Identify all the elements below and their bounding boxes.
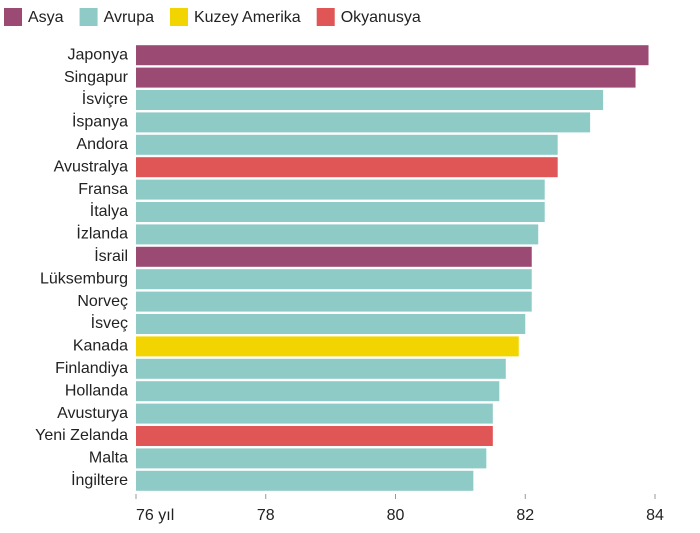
- legend-swatch: [4, 8, 22, 26]
- legend-label: Asya: [28, 9, 64, 26]
- bar: [136, 470, 474, 491]
- y-tick-label: Avusturya: [57, 405, 128, 422]
- y-tick-label: Avustralya: [54, 158, 129, 175]
- y-tick-label: Lüksemburg: [40, 270, 128, 287]
- bar: [136, 112, 591, 133]
- bar: [136, 426, 493, 446]
- y-tick-label: İsrail: [94, 246, 128, 265]
- bar: [136, 246, 532, 267]
- legend-label: Kuzey Amerika: [194, 9, 301, 26]
- y-tick-label: İsveç: [91, 313, 128, 332]
- bar: [136, 403, 493, 424]
- bar: [136, 269, 532, 290]
- legend-label: Okyanusya: [341, 9, 421, 26]
- bar: [136, 381, 500, 402]
- legend-label: Avrupa: [104, 9, 155, 26]
- y-tick-label: İsviçre: [82, 89, 128, 108]
- bar: [136, 90, 604, 110]
- y-tick-label: Japonya: [68, 46, 129, 63]
- y-tick-label: Fransa: [78, 181, 128, 198]
- y-tick-label: İzlanda: [76, 224, 128, 243]
- bar: [136, 291, 532, 312]
- bar: [136, 448, 487, 469]
- y-tick-label: Andora: [76, 136, 128, 153]
- y-tick-label: İngiltere: [71, 470, 128, 489]
- y-tick-label: İspanya: [72, 112, 128, 131]
- legend-swatch: [169, 8, 188, 26]
- x-tick-label: 80: [387, 507, 405, 524]
- legend-swatch: [79, 8, 98, 26]
- x-tick-label: 84: [646, 507, 664, 524]
- y-tick-label: Finlandiya: [55, 360, 128, 377]
- bar: [136, 134, 558, 155]
- y-tick-label: Kanada: [73, 338, 128, 355]
- bar: [136, 336, 519, 357]
- bar: [136, 45, 649, 66]
- y-tick-label: Singapur: [64, 69, 129, 86]
- bar: [136, 358, 506, 379]
- bar: [136, 314, 526, 334]
- y-tick-label: Malta: [89, 450, 128, 467]
- x-tick-label: 76 yıl: [136, 507, 174, 524]
- y-tick-label: Yeni Zelanda: [35, 427, 128, 444]
- bar: [136, 224, 539, 245]
- y-tick-label: İtalya: [90, 201, 128, 220]
- y-tick-label: Hollanda: [65, 382, 128, 399]
- bar: [136, 67, 636, 88]
- x-tick-label: 82: [516, 507, 534, 524]
- bar: [136, 202, 545, 222]
- bar: [136, 179, 545, 200]
- legend-swatch: [316, 8, 335, 26]
- bar: [136, 157, 558, 178]
- y-tick-label: Norveç: [77, 293, 128, 310]
- x-tick-label: 78: [257, 507, 275, 524]
